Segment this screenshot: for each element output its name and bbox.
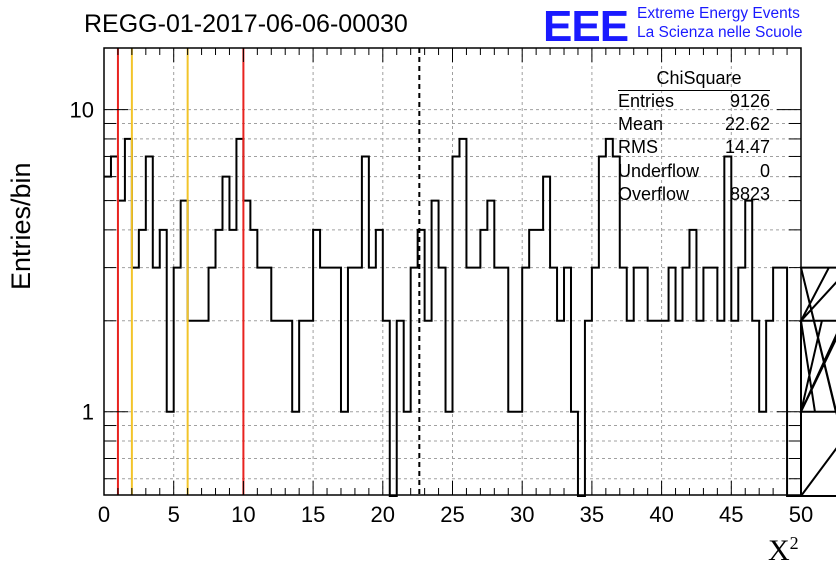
x-axis-label-base: X: [768, 534, 790, 567]
stats-row: Overflow 8823: [618, 184, 770, 207]
histogram-line: [104, 137, 836, 497]
stats-value: 9126: [729, 91, 770, 111]
stats-row: RMS 14.47: [618, 137, 770, 160]
logo-line-2: La Scienza nelle Scuole: [637, 24, 803, 41]
reference-lines: [116, 48, 421, 495]
stats-value: 14.47: [724, 137, 770, 158]
stats-key: Overflow: [618, 183, 690, 204]
stats-row: Mean 22.62: [618, 114, 770, 137]
x-tick-label: 30: [510, 502, 534, 527]
stats-row: Underflow 0: [618, 161, 770, 184]
x-tick-label: 50: [789, 502, 813, 527]
x-tick-label: 45: [719, 502, 743, 527]
x-axis-label-sup: 2: [789, 533, 799, 553]
histogram-step-line: [104, 137, 836, 497]
x-tick-label: 15: [301, 502, 325, 527]
y-tick-label: 1: [82, 400, 94, 425]
logo-line-1: Extreme Energy Events: [637, 5, 800, 22]
x-tick-label: 40: [649, 502, 673, 527]
x-tick-label: 20: [371, 502, 395, 527]
stats-value: 22.62: [724, 114, 770, 135]
x-tick-label: 5: [168, 502, 180, 527]
chart-title: REGG-01-2017-06-06-00030: [84, 10, 408, 38]
y-axis-label: Entries/bin: [6, 162, 36, 290]
stats-key: Underflow: [618, 160, 700, 181]
stats-row: Entries 9126: [618, 91, 770, 114]
stats-value: 8823: [729, 183, 770, 204]
axis-ticks: 0 5 10 15 20 25 30 35 40 45 50 1 10: [70, 48, 813, 527]
stats-key: Mean: [618, 114, 664, 135]
x-tick-label: 25: [440, 502, 464, 527]
x-tick-label: 0: [98, 502, 110, 527]
x-axis-label: X2: [768, 533, 799, 568]
y-tick-label: 10: [70, 98, 94, 123]
stats-key: RMS: [618, 137, 658, 158]
stats-key: Entries: [618, 91, 675, 111]
eee-logo: EEE: [543, 2, 629, 51]
stats-value: 0: [759, 160, 770, 181]
x-tick-label: 35: [580, 502, 604, 527]
x-tick-label: 10: [231, 502, 255, 527]
stats-box: ChiSquare Entries 9126 Mean 22.62 RMS 14.47…: [618, 68, 770, 207]
stats-header: ChiSquare: [618, 68, 770, 91]
